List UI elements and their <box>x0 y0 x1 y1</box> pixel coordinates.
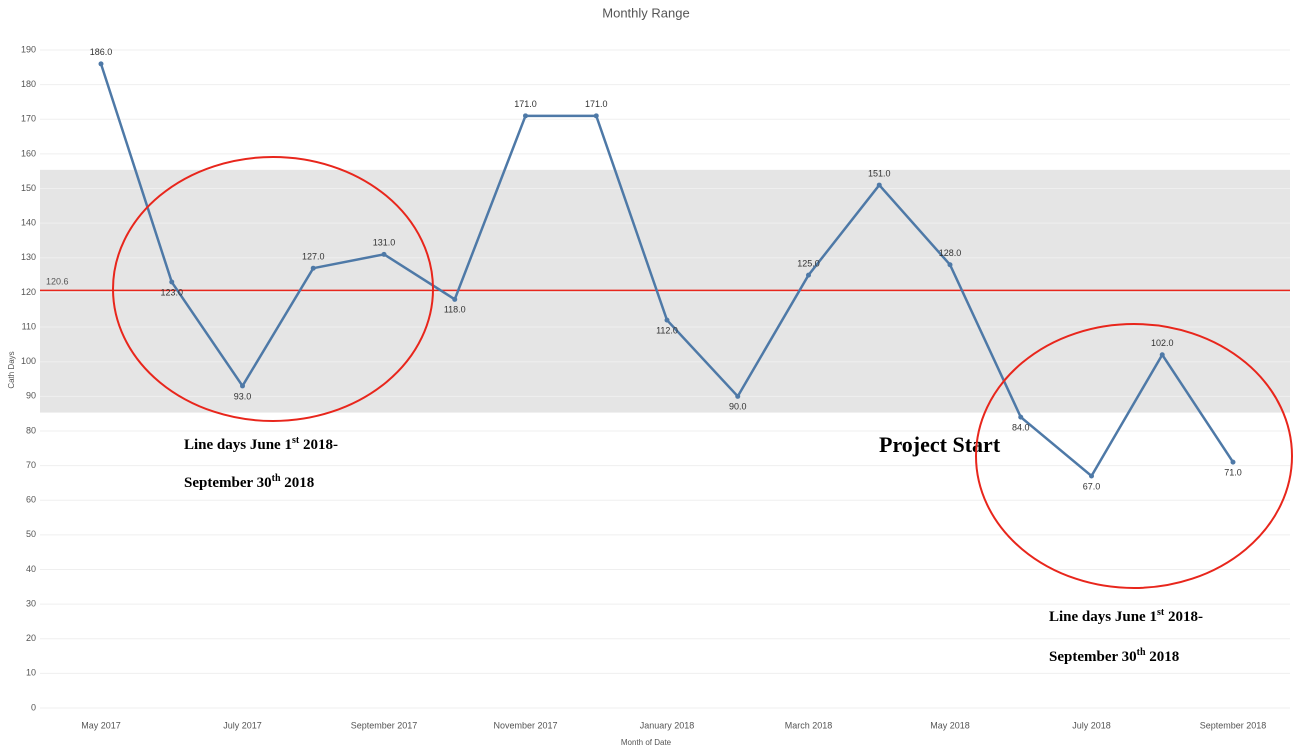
data-label: 171.0 <box>585 99 608 109</box>
y-tick-label: 110 <box>22 321 36 331</box>
point <box>1230 459 1236 465</box>
point <box>1018 414 1024 420</box>
y-tick-label: 20 <box>26 633 36 643</box>
annotation-part: September 30 <box>184 475 272 491</box>
y-axis-title: Cath Days <box>7 351 16 388</box>
y-tick-label: 120 <box>21 287 36 297</box>
data-label: 71.0 <box>1224 467 1242 477</box>
annotation-part: September 30 <box>1049 649 1137 665</box>
data-label: 93.0 <box>234 391 252 401</box>
annotation: September 30th 2018 <box>1049 647 1179 665</box>
y-tick-label: 90 <box>26 391 36 401</box>
annotation-part: st <box>1157 607 1165 618</box>
point <box>523 113 528 119</box>
data-label: 84.0 <box>1012 422 1030 432</box>
data-label: 131.0 <box>373 238 396 248</box>
annotation-part: 2018- <box>299 437 338 453</box>
x-tick-label: September 2018 <box>1200 720 1267 730</box>
data-label: 125.0 <box>797 258 820 268</box>
point <box>876 182 882 188</box>
data-label: 171.0 <box>514 99 537 109</box>
x-axis-title: Month of Date <box>621 738 672 747</box>
point <box>310 265 316 271</box>
x-tick-label: January 2018 <box>640 720 695 730</box>
y-tick-label: 170 <box>21 114 36 124</box>
data-label: 128.0 <box>939 248 962 258</box>
annotation-part: st <box>292 435 300 446</box>
point <box>381 251 387 257</box>
x-tick-label: September 2017 <box>351 720 418 730</box>
x-tick-label: May 2018 <box>930 720 970 730</box>
point <box>169 279 175 285</box>
y-tick-label: 70 <box>26 460 36 470</box>
annotation-part: 2018 <box>281 475 315 491</box>
x-tick-label: March 2018 <box>785 720 833 730</box>
x-tick-label: May 2017 <box>81 720 121 730</box>
y-tick-label: 80 <box>26 425 36 435</box>
point <box>947 262 953 268</box>
point <box>1089 473 1094 479</box>
annotation: Line days June 1st 2018- <box>184 435 338 453</box>
point <box>593 113 599 119</box>
annotation-part: 2018 <box>1146 649 1180 665</box>
annotation: September 30th 2018 <box>184 473 314 491</box>
point <box>664 317 670 323</box>
point <box>735 393 741 399</box>
chart-title: Monthly Range <box>602 5 689 20</box>
highlight-ellipse <box>112 156 434 422</box>
y-tick-label: 130 <box>21 252 36 262</box>
y-tick-label: 160 <box>21 148 36 158</box>
data-label: 123.0 <box>160 287 183 297</box>
data-label: 127.0 <box>302 252 325 262</box>
y-tick-label: 0 <box>31 702 36 712</box>
point <box>98 61 104 67</box>
y-tick-label: 190 <box>21 44 36 54</box>
band <box>40 169 1290 413</box>
data-label: 112.0 <box>656 326 678 336</box>
y-tick-label: 30 <box>26 598 36 608</box>
highlight-ellipse <box>975 323 1293 589</box>
y-tick-label: 40 <box>26 564 36 574</box>
reference-label: 120.6 <box>46 277 69 287</box>
annotation: Project Start <box>879 432 1001 457</box>
y-tick-label: 150 <box>21 183 36 193</box>
data-label: 118.0 <box>444 305 466 315</box>
data-label: 186.0 <box>90 47 113 57</box>
x-tick-label: July 2017 <box>223 720 262 730</box>
annotation-part: 2018- <box>1164 609 1203 625</box>
y-tick-label: 60 <box>26 495 36 505</box>
point <box>806 272 811 278</box>
y-tick-label: 140 <box>21 218 36 228</box>
y-tick-label: 180 <box>21 79 36 89</box>
annotation-part: th <box>1137 647 1146 658</box>
point <box>452 296 458 302</box>
annotation-part: Line days June 1 <box>184 437 292 453</box>
y-tick-label: 10 <box>26 668 36 678</box>
data-label: 67.0 <box>1083 481 1101 491</box>
x-tick-label: November 2017 <box>493 720 557 730</box>
data-label: 151.0 <box>868 168 891 178</box>
annotation-part: Line days June 1 <box>1049 609 1157 625</box>
point <box>240 383 245 389</box>
data-label: 102.0 <box>1151 338 1174 348</box>
annotation: Line days June 1st 2018- <box>1049 607 1203 625</box>
y-tick-label: 100 <box>21 356 36 366</box>
y-tick-label: 50 <box>26 529 36 539</box>
point <box>1159 352 1165 358</box>
annotation-part: th <box>272 473 281 484</box>
data-label: 90.0 <box>729 402 747 412</box>
x-tick-label: July 2018 <box>1072 720 1111 730</box>
